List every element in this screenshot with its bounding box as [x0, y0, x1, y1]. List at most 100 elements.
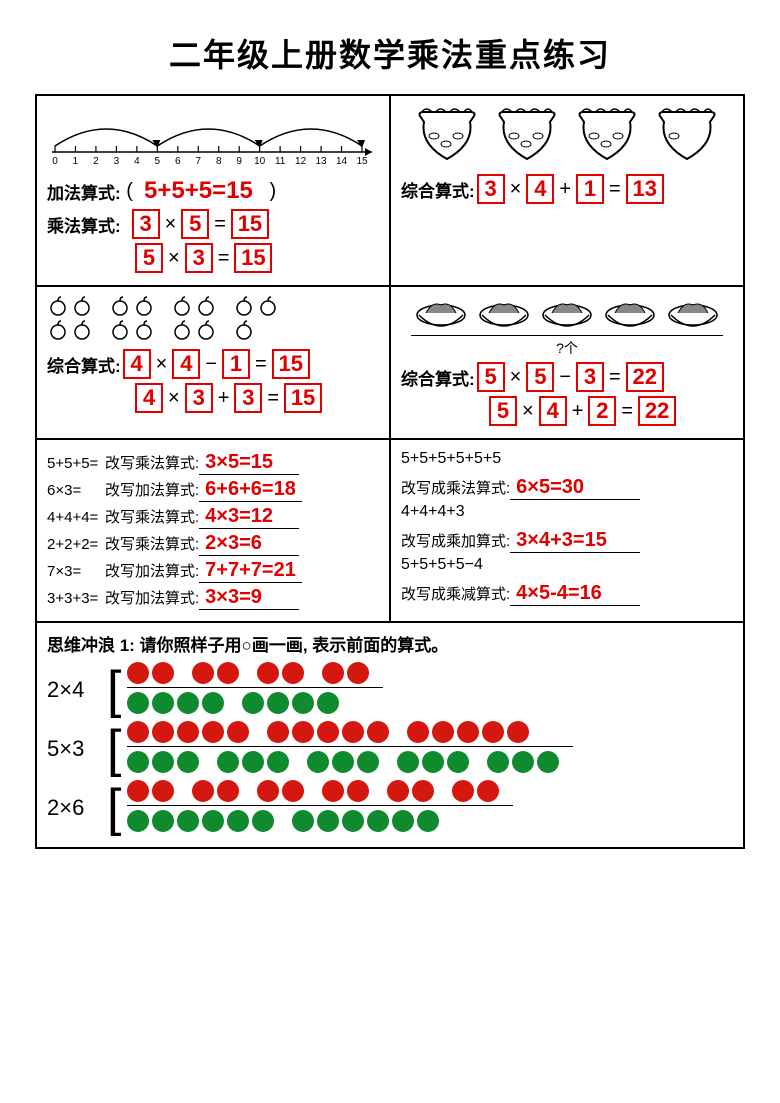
- question-text: 7×3=: [47, 563, 105, 580]
- apple-icon: [171, 295, 193, 317]
- answer-text: 7+7+7=21: [199, 559, 302, 583]
- apple-icon: [47, 295, 69, 317]
- svg-text:0: 0: [52, 156, 58, 164]
- svg-text:10: 10: [254, 156, 266, 164]
- rewrite-label: 改写成乘减算式:: [401, 583, 510, 604]
- dot-icon: [322, 780, 344, 802]
- fishbowl-icon: [652, 104, 722, 164]
- basket-icon: [477, 295, 532, 333]
- dot-icon: [332, 751, 354, 773]
- apple-group: [171, 295, 217, 341]
- apple-group: [233, 295, 279, 341]
- dot-icon: [447, 751, 469, 773]
- dot-icon: [127, 751, 149, 773]
- dot-icon: [387, 780, 409, 802]
- rewrite-item: 5+5+5=改写乘法算式:3×5=15: [47, 451, 379, 475]
- dot-icon: [192, 662, 214, 684]
- dot-icon: [192, 780, 214, 802]
- rewrite-label: 改写加法算式:: [105, 560, 199, 581]
- dot-icon: [422, 751, 444, 773]
- dot-icon: [202, 810, 224, 832]
- dot-icon: [127, 780, 149, 802]
- dot-icon: [177, 751, 199, 773]
- dot-icon: [152, 692, 174, 714]
- dot-icon: [417, 810, 439, 832]
- dot-icon: [252, 810, 274, 832]
- svg-text:1: 1: [73, 156, 79, 164]
- basket-icon: [414, 295, 469, 333]
- answer-text: 3×4+3=15: [510, 529, 640, 553]
- apple-icon: [195, 319, 217, 341]
- apple-icon: [171, 319, 193, 341]
- answer-box: 3: [185, 243, 213, 273]
- dot-icon: [152, 721, 174, 743]
- dot-icon: [282, 662, 304, 684]
- dot-icon: [227, 721, 249, 743]
- basket-icon: [603, 295, 658, 333]
- dot-icon: [512, 751, 534, 773]
- rewrite-item: 改写成乘法算式:6×5=30: [401, 476, 733, 500]
- question-text: 5+5+5=: [47, 455, 105, 472]
- answer-text: 4×5-4=16: [510, 582, 640, 606]
- question-text: 5+5+5+5−4: [401, 556, 733, 574]
- dot-icon: [317, 810, 339, 832]
- answer-box: 22: [626, 362, 664, 392]
- basket-icon: [666, 295, 721, 333]
- dot-row: [127, 692, 383, 717]
- dot-icon: [342, 810, 364, 832]
- answer-box: 3: [234, 383, 262, 413]
- answer-box: 5: [526, 362, 554, 392]
- apple-icon: [133, 295, 155, 317]
- dot-icon: [292, 721, 314, 743]
- thinking-title: 思维冲浪 1: 请你照样子用○画一画, 表示前面的算式。: [47, 631, 733, 656]
- answer-box: 3: [576, 362, 604, 392]
- apple-icon: [71, 295, 93, 317]
- apple-icon: [109, 295, 131, 317]
- dot-icon: [487, 751, 509, 773]
- dot-icon: [477, 780, 499, 802]
- dot-icon: [257, 662, 279, 684]
- svg-text:9: 9: [236, 156, 242, 164]
- dot-icon: [307, 751, 329, 773]
- dot-icon: [127, 810, 149, 832]
- rewrite-label: 改写乘法算式:: [105, 452, 199, 473]
- dot-icon: [537, 751, 559, 773]
- answer-text: 4×3=12: [199, 505, 299, 529]
- rewrite-label: 改写成乘加算式:: [401, 530, 510, 551]
- dot-row: [127, 810, 513, 835]
- dot-icon: [342, 721, 364, 743]
- answer-box: 1: [576, 174, 604, 204]
- fishbowl-icon: [412, 104, 482, 164]
- svg-text:15: 15: [356, 156, 368, 164]
- answer-text: 2×3=6: [199, 532, 299, 556]
- dot-icon: [257, 780, 279, 802]
- answer-box: 4: [539, 396, 567, 426]
- addition-label: 加法算式:: [47, 179, 121, 204]
- rewrite-item: 7×3=改写加法算式:7+7+7=21: [47, 559, 379, 583]
- answer-box: 3: [185, 383, 213, 413]
- svg-text:5: 5: [155, 156, 161, 164]
- worksheet-grid: 0123456789101112131415 加法算式: ( 5+5+5=15 …: [35, 94, 745, 849]
- combined-label: 综合算式:: [401, 365, 475, 390]
- numberline-graphic: 0123456789101112131415: [47, 104, 379, 169]
- dot-icon: [177, 721, 199, 743]
- dot-icon: [317, 721, 339, 743]
- combined-label: 综合算式:: [47, 352, 121, 377]
- answer-box: 1: [222, 349, 250, 379]
- dot-icon: [242, 751, 264, 773]
- rewrite-item: 3+3+3=改写加法算式:3×3=9: [47, 586, 379, 610]
- dot-icon: [367, 721, 389, 743]
- basket-icon: [540, 295, 595, 333]
- dot-expression: 5×3[: [47, 721, 733, 776]
- dot-icon: [227, 810, 249, 832]
- panel-fishbowls: 综合算式: 3 × 4 + 1 = 13: [391, 96, 743, 285]
- dot-row: [127, 751, 573, 776]
- combined-label: 综合算式:: [401, 177, 475, 202]
- dot-icon: [152, 751, 174, 773]
- apple-icon: [71, 319, 93, 341]
- dot-icon: [347, 662, 369, 684]
- svg-text:12: 12: [295, 156, 307, 164]
- dot-icon: [152, 662, 174, 684]
- panel-rewrite-right: 5+5+5+5+5+5改写成乘法算式:6×5=304+4+4+3改写成乘加算式:…: [391, 440, 743, 621]
- question-text: 6×3=: [47, 482, 105, 499]
